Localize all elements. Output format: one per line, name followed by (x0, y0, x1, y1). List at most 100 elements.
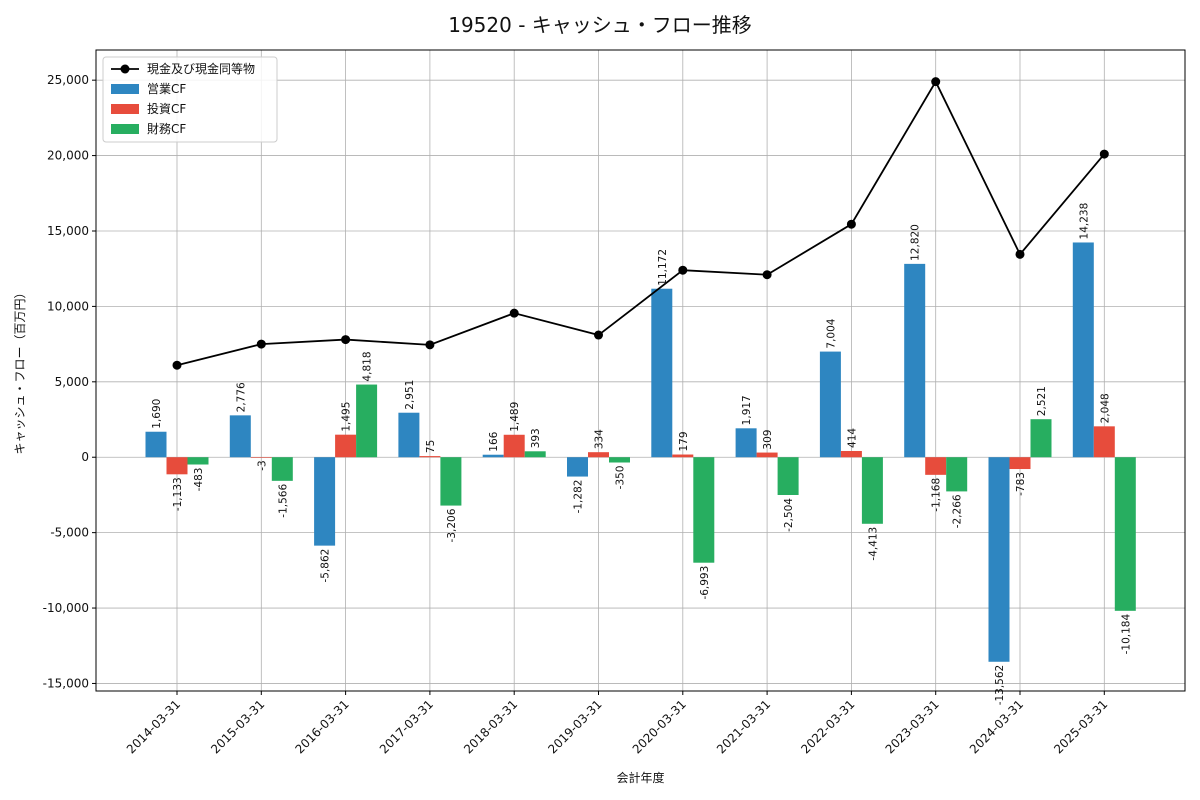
bar (735, 428, 757, 458)
legend-label: 財務CF (147, 121, 186, 136)
cash-line-point (509, 308, 519, 318)
bar-data-label: -3,206 (446, 508, 458, 542)
bar (693, 457, 715, 563)
bar (166, 457, 188, 475)
cash-line (172, 77, 1109, 370)
bar (145, 431, 167, 458)
x-axis-title: 会計年度 (616, 770, 664, 785)
bar-data-label: 1,690 (151, 399, 163, 429)
y-tick-label: 20,000 (47, 149, 89, 163)
bar-data-label: -6,993 (699, 566, 711, 600)
bar-data-label: 393 (530, 428, 542, 448)
grid (96, 50, 1185, 691)
bar-data-label: -1,133 (172, 477, 184, 511)
bar (356, 384, 378, 458)
x-tick-label: 2020-03-31 (630, 697, 689, 756)
cash-line-point (341, 335, 351, 345)
cash-line-point (846, 219, 856, 229)
bar-data-label: 179 (678, 431, 690, 451)
bar-data-label: -2,504 (783, 498, 795, 532)
bar-data-label: -4,413 (867, 527, 879, 561)
bar-data-label: -783 (1015, 472, 1027, 496)
chart-title: 19520 - キャッシュ・フロー推移 (448, 13, 752, 37)
bar (756, 452, 778, 458)
bar (651, 288, 673, 458)
bar-data-label: -350 (615, 466, 627, 490)
bar-data-label: 7,004 (825, 318, 837, 348)
bar (925, 457, 947, 475)
bar-data-label: -483 (193, 468, 205, 492)
bar (819, 351, 841, 458)
bar-data-label: 309 (762, 430, 774, 450)
bar (419, 456, 441, 458)
bar (503, 434, 525, 458)
bar-data-label: 1,495 (341, 402, 353, 432)
cash-line-point (762, 270, 772, 280)
bar-data-label: 414 (846, 428, 858, 448)
bar (524, 451, 546, 458)
x-tick-label: 2021-03-31 (714, 697, 773, 756)
y-axis-title: キャッシュ・フロー（百万円） (13, 286, 27, 454)
bar (861, 457, 883, 524)
bar (672, 454, 694, 458)
bar-data-label: 1,917 (741, 395, 753, 425)
x-axis: 2014-03-31 2015-03-31 2016-03-31 2017-03-31… (124, 691, 1110, 756)
cash-line-point (1015, 249, 1025, 259)
bars (145, 242, 1136, 662)
y-tick-label: -10,000 (43, 601, 89, 615)
legend-bar-swatch (111, 104, 139, 114)
bar-data-label: 11,172 (657, 249, 669, 286)
bar (1030, 419, 1052, 458)
bar-data-label: 2,776 (235, 382, 247, 412)
bar-data-label: 2,521 (1036, 386, 1048, 416)
bar-data-label: 334 (594, 429, 606, 449)
bar (1072, 242, 1094, 458)
bar (567, 457, 588, 477)
bar (946, 457, 968, 492)
x-tick-label: 2019-03-31 (545, 697, 604, 756)
bar (187, 457, 209, 465)
legend-bar-swatch (111, 124, 139, 134)
cash-line-path (176, 79, 1105, 367)
x-tick-label: 2014-03-31 (124, 697, 183, 756)
bar (1114, 457, 1136, 611)
cash-line-point (678, 265, 688, 275)
bar (1009, 457, 1031, 470)
bar (777, 457, 799, 495)
bar-data-label: -2,266 (952, 494, 964, 528)
y-tick-label: 25,000 (47, 73, 89, 87)
bar-data-label: 1,489 (509, 402, 521, 432)
cash-line-point (1099, 149, 1109, 159)
x-tick-label: 2018-03-31 (461, 697, 520, 756)
bar-data-label: -1,566 (277, 484, 289, 518)
x-tick-label: 2023-03-31 (883, 697, 942, 756)
y-tick-label: 0 (81, 450, 89, 464)
bar (440, 457, 462, 506)
bar-data-label: -1,168 (931, 478, 943, 512)
bar (482, 454, 504, 458)
x-tick-label: 2022-03-31 (798, 697, 857, 756)
bar-data-label: 75 (425, 440, 437, 453)
bar (335, 434, 357, 458)
x-tick-label: 2015-03-31 (208, 697, 267, 756)
bar-data-label: 2,048 (1099, 393, 1111, 423)
legend-label: 営業CF (147, 82, 186, 96)
bar-data-label: -1,282 (573, 480, 585, 514)
y-axis: -15,000 -10,000 -5,000 0 5,000 10,000 15,000 20… (43, 73, 96, 690)
cash-line-point (931, 77, 941, 87)
bar (271, 457, 293, 481)
plot-frame (95, 49, 1186, 692)
bar-data-label: 14,238 (1078, 203, 1090, 240)
bar (988, 457, 1010, 662)
y-tick-label: 15,000 (47, 224, 89, 238)
bar (588, 452, 609, 458)
cash-line-point (172, 360, 182, 370)
bar-data-label: 2,951 (404, 380, 416, 410)
cash-line-point (425, 340, 435, 350)
legend-label: 現金及び現金同等物 (147, 61, 255, 76)
bar (250, 457, 272, 458)
x-tick-label: 2017-03-31 (377, 697, 436, 756)
data-labels: 1,690 2,776 -5,862 2,951 166 -1,282 11,172 1,91… (151, 203, 1132, 706)
bar-data-label: -5,862 (320, 549, 332, 583)
